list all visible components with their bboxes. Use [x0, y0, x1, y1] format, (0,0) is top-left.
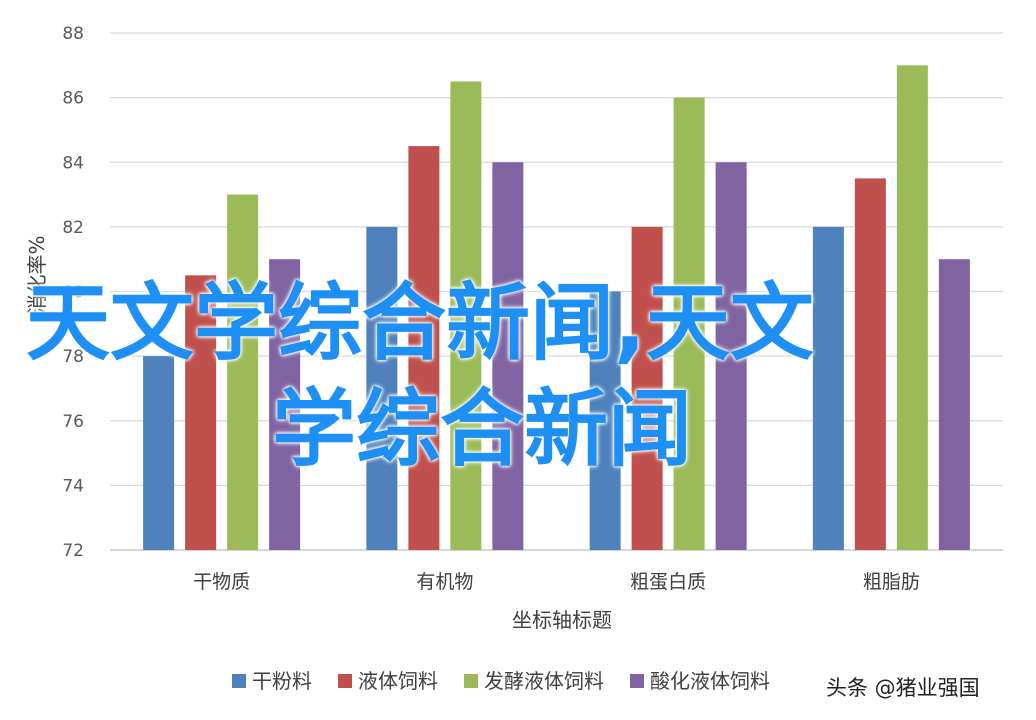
legend-swatch	[464, 674, 478, 688]
bar	[589, 291, 621, 550]
y-tick-label: 84	[62, 153, 84, 173]
bar	[450, 81, 482, 550]
bar	[269, 259, 301, 550]
bar	[896, 65, 928, 550]
y-tick-label: 74	[62, 476, 84, 496]
bar	[408, 146, 440, 550]
legend-label: 酸化液体饲料	[650, 669, 770, 693]
legend-swatch	[630, 674, 644, 688]
legend-label: 干粉料	[252, 669, 312, 693]
bar	[143, 356, 175, 550]
bar	[631, 226, 663, 550]
bar	[492, 162, 524, 550]
y-tick-label: 86	[62, 89, 84, 109]
legend-label: 液体饲料	[358, 669, 438, 693]
legend-label: 发酵液体饲料	[484, 669, 604, 693]
x-category-label: 干物质	[193, 571, 250, 593]
y-tick-label: 78	[62, 347, 84, 367]
x-category-label: 粗蛋白质	[630, 571, 706, 593]
legend-swatch	[232, 674, 246, 688]
y-tick-label: 80	[62, 283, 84, 303]
y-tick-label: 82	[62, 218, 84, 238]
legend-swatch	[338, 674, 352, 688]
legend: 干粉料 液体饲料 发酵液体饲料 酸化液体饲料	[232, 669, 770, 693]
x-axis-title: 坐标轴标题	[512, 608, 612, 632]
overlay-headline-line2: 学综合新闻	[272, 380, 693, 478]
bar	[673, 97, 705, 550]
y-tick-label: 76	[62, 412, 84, 432]
y-axis-title: 消化率%	[25, 235, 49, 314]
bar	[812, 226, 844, 550]
y-tick-label: 88	[62, 24, 84, 44]
watermark-text: 头条 @猪业强国	[826, 676, 980, 700]
y-tick-label: 72	[62, 541, 84, 561]
bar	[185, 275, 217, 550]
x-category-labels: 干物质 有机物 粗蛋白质 粗脂肪	[193, 571, 920, 593]
x-category-label: 粗脂肪	[863, 571, 920, 593]
y-tick-labels: 72 74 76 78 80 82 84 86 88	[62, 24, 84, 561]
gridlines	[110, 32, 1003, 551]
overlay-headline-line1: 天文学综合新闻,天文	[26, 274, 814, 372]
bar	[715, 162, 747, 550]
bars-group	[143, 65, 970, 550]
bar	[366, 226, 398, 550]
x-category-label: 有机物	[416, 571, 473, 593]
bar	[938, 259, 970, 550]
bar	[854, 178, 886, 550]
bar	[227, 194, 259, 550]
